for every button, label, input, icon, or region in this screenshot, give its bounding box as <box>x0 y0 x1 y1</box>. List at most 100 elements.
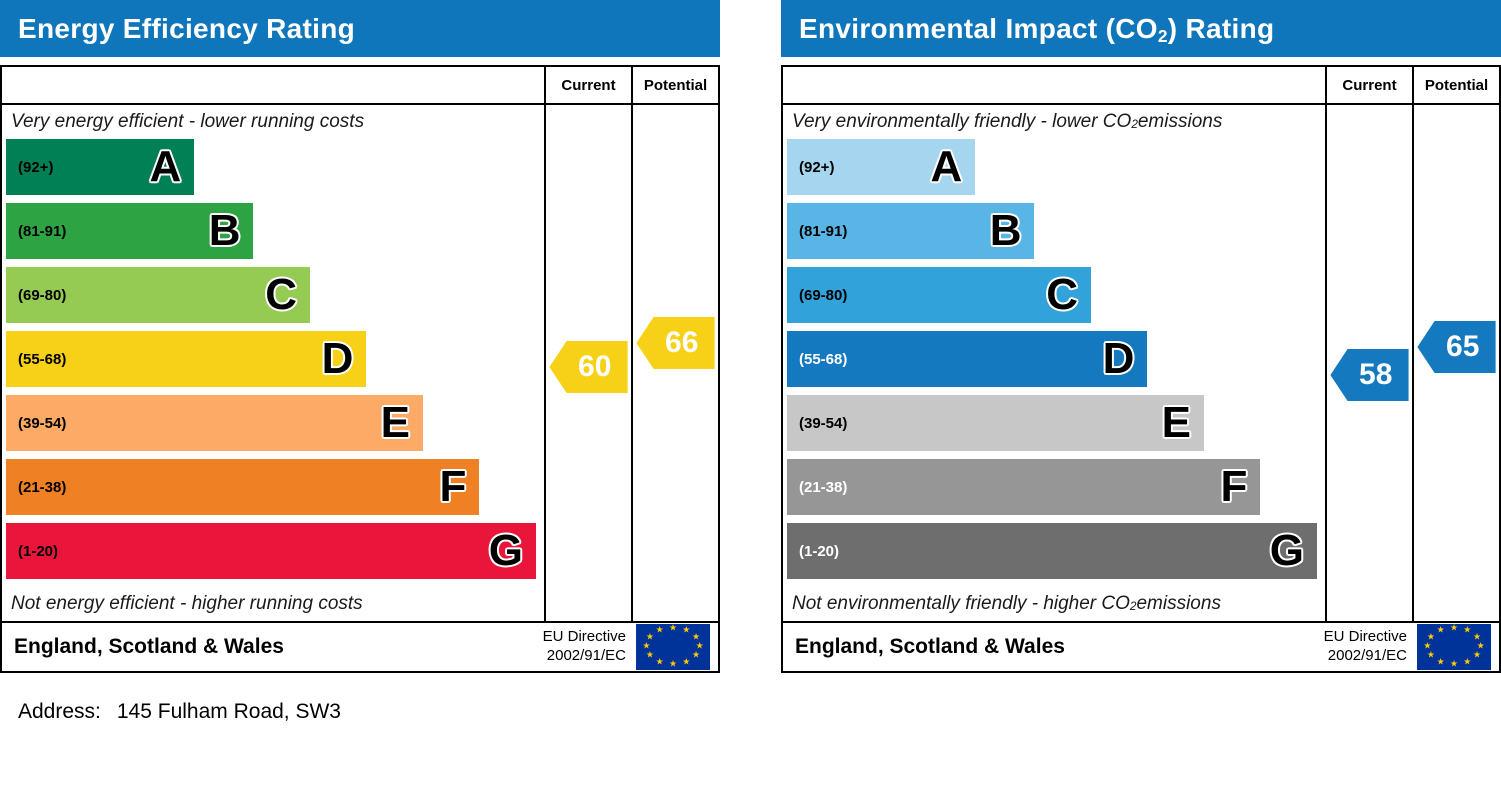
top-caption: Very environmentally friendly - lower CO… <box>783 105 1325 139</box>
band-d-letter: D <box>321 334 354 383</box>
band-a-letter: A <box>149 142 182 191</box>
top-caption-text-end: emissions <box>1137 111 1223 132</box>
band-e: (39-54) E <box>787 395 1204 451</box>
address-label: Address: <box>18 700 101 723</box>
eu-flag-icon: ★ ★ ★ ★ ★ ★ ★ ★ ★ ★ ★ ★ <box>636 624 710 670</box>
bottom-caption-text: Not energy efficient - higher running co… <box>11 593 363 614</box>
rating-body: Very energy efficient - lower running co… <box>2 105 718 621</box>
band-row-a: (92+) A <box>6 139 544 195</box>
band-g-range: (1-20) <box>799 542 840 560</box>
address-value: 145 Fulham Road, SW3 <box>116 700 341 723</box>
current-rating-value: 60 <box>578 350 612 383</box>
band-b-range: (81-91) <box>799 222 848 240</box>
band-e: (39-54) E <box>6 395 423 451</box>
current-column: 60 <box>544 105 631 621</box>
band-row-c: (69-80) C <box>787 267 1325 323</box>
top-caption-subscript: 2 <box>1131 118 1138 132</box>
band-d-letter: D <box>1102 334 1135 383</box>
band-row-a: (92+) A <box>787 139 1325 195</box>
band-g: (1-20) G <box>6 523 536 579</box>
rating-table: Current Potential Very environmentally f… <box>781 65 1501 673</box>
current-column-header: Current <box>544 67 631 103</box>
band-c: (69-80) C <box>787 267 1091 323</box>
rating-body: Very environmentally friendly - lower CO… <box>783 105 1499 621</box>
region-label: England, Scotland & Wales <box>795 635 1065 658</box>
current-rating-arrow: 58 <box>1330 349 1409 401</box>
band-d-range: (55-68) <box>18 350 67 368</box>
band-b-letter: B <box>989 206 1022 255</box>
region-label: England, Scotland & Wales <box>14 635 284 658</box>
band-e-range: (39-54) <box>18 414 67 432</box>
eu-directive-label: EU Directive 2002/91/EC <box>1324 628 1407 666</box>
band-row-d: (55-68) D <box>6 331 544 387</box>
band-row-f: (21-38) F <box>6 459 544 515</box>
bands-list: (92+) A (81-91) B (69-80) C (55-68) D (39-54… <box>2 139 544 579</box>
band-b: (81-91) B <box>6 203 254 259</box>
energy-efficiency-rating-chart: Energy Efficiency Rating Current Potenti… <box>0 0 720 673</box>
band-f-letter: F <box>439 462 467 511</box>
chart-title: Environmental Impact (CO2) Rating <box>799 12 1275 46</box>
eu-directive-line1: EU Directive <box>542 628 626 646</box>
band-f-range: (21-38) <box>18 478 67 496</box>
chart-title-bar: Environmental Impact (CO2) Rating <box>781 0 1501 57</box>
current-column-header: Current <box>1325 67 1412 103</box>
band-d-range: (55-68) <box>799 350 848 368</box>
column-header-row: Current Potential <box>2 67 718 105</box>
band-d: (55-68) D <box>787 331 1148 387</box>
band-row-e: (39-54) E <box>6 395 544 451</box>
top-caption: Very energy efficient - lower running co… <box>2 105 544 139</box>
band-f-letter: F <box>1220 462 1248 511</box>
band-a: (92+) A <box>787 139 976 195</box>
band-column-spacer <box>783 67 1325 103</box>
band-b: (81-91) B <box>787 203 1035 259</box>
address-line: Address: 145 Fulham Road, SW3 <box>18 700 341 724</box>
band-c-range: (69-80) <box>799 286 848 304</box>
potential-column-header: Potential <box>631 67 718 103</box>
band-e-range: (39-54) <box>799 414 848 432</box>
chart-title-bar: Energy Efficiency Rating <box>0 0 720 57</box>
band-c: (69-80) C <box>6 267 310 323</box>
potential-rating-arrow: 66 <box>636 317 715 369</box>
eu-directive-line2: 2002/91/EC <box>1327 647 1407 664</box>
table-footer: England, Scotland & Wales EU Directive 2… <box>783 621 1499 671</box>
eu-directive-line2: 2002/91/EC <box>546 647 626 664</box>
top-caption-text: Very environmentally friendly - lower CO <box>792 111 1132 132</box>
current-rating-value: 58 <box>1359 358 1393 391</box>
environmental-impact-rating-chart: Environmental Impact (CO2) Rating Curren… <box>781 0 1501 673</box>
band-a: (92+) A <box>6 139 195 195</box>
band-c-letter: C <box>1046 270 1078 319</box>
bottom-caption-subscript: 2 <box>1129 600 1137 614</box>
table-footer: England, Scotland & Wales EU Directive 2… <box>2 621 718 671</box>
chart-title-text: Energy Efficiency Rating <box>18 12 356 44</box>
band-a-range: (92+) <box>18 158 54 176</box>
band-e-letter: E <box>1161 398 1191 447</box>
band-f-range: (21-38) <box>799 478 848 496</box>
chart-title-text-end: ) Rating <box>1167 12 1275 44</box>
potential-rating-value: 65 <box>1446 330 1480 363</box>
chart-title-subscript: 2 <box>1157 25 1168 46</box>
band-g-letter: G <box>488 526 523 575</box>
bottom-caption-text-end: emissions <box>1136 593 1221 614</box>
band-d: (55-68) D <box>6 331 367 387</box>
top-caption-text: Very energy efficient - lower running co… <box>11 111 365 132</box>
band-b-letter: B <box>208 206 241 255</box>
eu-directive-label: EU Directive 2002/91/EC <box>543 628 626 666</box>
chart-title-text: Environmental Impact (CO <box>799 12 1158 44</box>
potential-rating-arrow: 65 <box>1417 321 1496 373</box>
current-rating-arrow: 60 <box>549 341 628 393</box>
band-row-d: (55-68) D <box>787 331 1325 387</box>
band-g: (1-20) G <box>787 523 1317 579</box>
eu-flag-icon: ★ ★ ★ ★ ★ ★ ★ ★ ★ ★ ★ ★ <box>1417 624 1491 670</box>
band-c-range: (69-80) <box>18 286 67 304</box>
band-row-b: (81-91) B <box>787 203 1325 259</box>
potential-column-header: Potential <box>1412 67 1499 103</box>
bottom-caption: Not environmentally friendly - higher CO… <box>783 587 1325 621</box>
bands-list: (92+) A (81-91) B (69-80) C (55-68) D (39-54… <box>783 139 1325 579</box>
band-area: Very environmentally friendly - lower CO… <box>783 105 1325 621</box>
band-g-range: (1-20) <box>18 542 59 560</box>
band-row-e: (39-54) E <box>787 395 1325 451</box>
eu-directive-line1: EU Directive <box>1323 628 1407 646</box>
band-row-g: (1-20) G <box>6 523 544 579</box>
band-area: Very energy efficient - lower running co… <box>2 105 544 621</box>
potential-column: 65 <box>1412 105 1499 621</box>
